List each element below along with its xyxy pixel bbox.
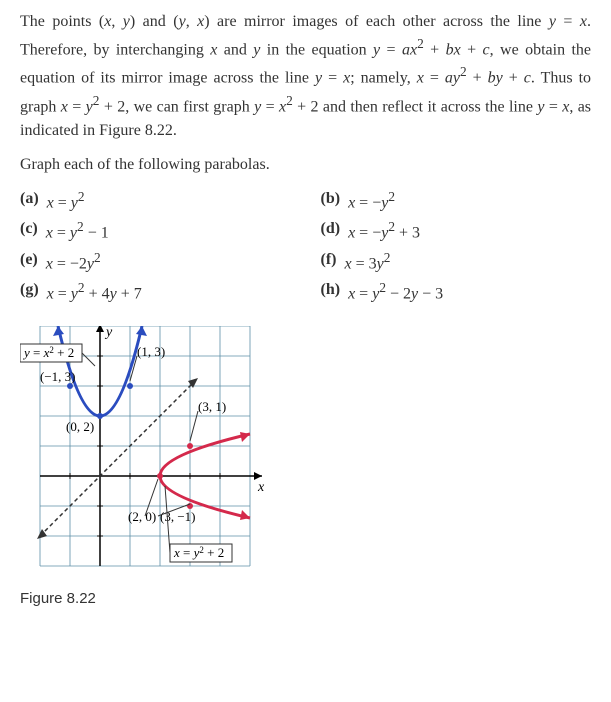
label-2-0: (2, 0) bbox=[128, 509, 156, 524]
eq-f: x = 3y2 bbox=[344, 248, 390, 276]
x-arrow-icon bbox=[254, 472, 262, 480]
y-axis-label: y bbox=[104, 326, 113, 340]
eq-e: x = −2y2 bbox=[46, 248, 101, 276]
label-0-2: (0, 2) bbox=[66, 419, 94, 434]
item-c: (c) x = y2 − 1 bbox=[20, 217, 291, 245]
eq-a: x = y2 bbox=[47, 187, 85, 215]
item-h: (h) x = y2 − 2y − 3 bbox=[321, 278, 592, 306]
instruction-text: Graph each of the following parabolas. bbox=[20, 153, 591, 177]
eq-g: x = y2 + 4y + 7 bbox=[47, 278, 142, 306]
label-a: (a) bbox=[20, 187, 39, 215]
blue-arrow2-icon bbox=[136, 326, 147, 336]
item-a: (a) x = y2 bbox=[20, 187, 291, 215]
figure-caption: Figure 8.22 bbox=[20, 588, 591, 611]
eq-text-blue: y = x2 + 2 bbox=[22, 345, 74, 360]
eq-text-red: x = y2 + 2 bbox=[173, 545, 224, 560]
label-1-3: (1, 3) bbox=[137, 344, 165, 359]
y-arrow-icon bbox=[96, 326, 104, 332]
eq-b: x = −y2 bbox=[348, 187, 395, 215]
label-c: (c) bbox=[20, 217, 38, 245]
pointer-3-1 bbox=[190, 411, 198, 441]
figure-container: x y (1, 3) (−1, 3) (0, 2) (3, 1) (2, 0) … bbox=[20, 326, 591, 611]
item-f: (f) x = 3y2 bbox=[321, 248, 592, 276]
point-3-1 bbox=[187, 443, 193, 449]
item-e: (e) x = −2y2 bbox=[20, 248, 291, 276]
pointer-blue bbox=[82, 353, 95, 366]
label-3-n1: (3, −1) bbox=[160, 509, 196, 524]
item-d: (d) x = −y2 + 3 bbox=[321, 217, 592, 245]
eq-c: x = y2 − 1 bbox=[46, 217, 109, 245]
intro-paragraph: The points (x, y) and (y, x) are mirror … bbox=[20, 10, 591, 143]
label-n1-3: (−1, 3) bbox=[40, 369, 76, 384]
graph-figure: x y (1, 3) (−1, 3) (0, 2) (3, 1) (2, 0) … bbox=[20, 326, 280, 576]
x-axis-label: x bbox=[257, 480, 265, 495]
blue-arrow1-icon bbox=[53, 326, 64, 336]
document-content: The points (x, y) and (y, x) are mirror … bbox=[20, 10, 591, 611]
label-3-1: (3, 1) bbox=[198, 399, 226, 414]
eq-h: x = y2 − 2y − 3 bbox=[348, 278, 443, 306]
item-b: (b) x = −y2 bbox=[321, 187, 592, 215]
eq-d: x = −y2 + 3 bbox=[348, 217, 420, 245]
item-g: (g) x = y2 + 4y + 7 bbox=[20, 278, 291, 306]
label-d: (d) bbox=[321, 217, 341, 245]
point-0-2 bbox=[97, 413, 103, 419]
exercise-list: (a) x = y2 (b) x = −y2 (c) x = y2 − 1 (d… bbox=[20, 187, 591, 306]
label-b: (b) bbox=[321, 187, 341, 215]
label-e: (e) bbox=[20, 248, 38, 276]
point-1-3 bbox=[127, 383, 133, 389]
point-2-0 bbox=[157, 473, 163, 479]
label-h: (h) bbox=[321, 278, 341, 306]
label-f: (f) bbox=[321, 248, 337, 276]
label-g: (g) bbox=[20, 278, 39, 306]
